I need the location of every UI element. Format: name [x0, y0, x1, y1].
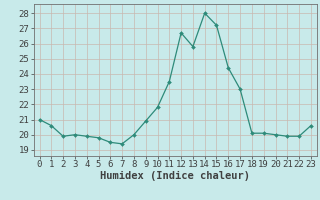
X-axis label: Humidex (Indice chaleur): Humidex (Indice chaleur): [100, 171, 250, 181]
